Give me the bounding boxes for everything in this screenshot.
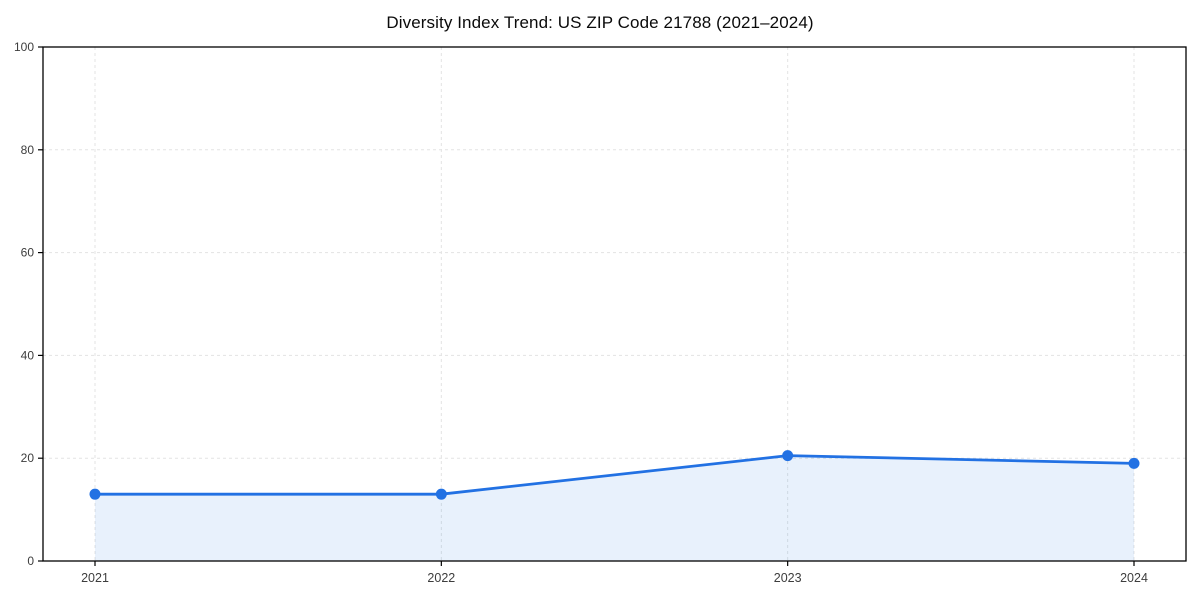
data-point-marker bbox=[435, 488, 447, 500]
x-tick-label: 2023 bbox=[774, 571, 802, 585]
data-point-marker bbox=[1128, 457, 1140, 469]
y-tick-label: 80 bbox=[21, 143, 35, 157]
y-tick-label: 60 bbox=[21, 246, 35, 260]
y-tick-label: 20 bbox=[21, 451, 35, 465]
trend-area bbox=[95, 455, 1134, 561]
x-tick-label: 2024 bbox=[1120, 571, 1148, 585]
y-tick-label: 40 bbox=[21, 348, 35, 362]
data-point-marker bbox=[89, 488, 101, 500]
x-tick-label: 2021 bbox=[81, 571, 109, 585]
data-point-marker bbox=[782, 450, 794, 462]
y-tick-label: 0 bbox=[27, 554, 34, 568]
trend-line bbox=[93, 454, 1136, 496]
chart-title: Diversity Index Trend: US ZIP Code 21788… bbox=[386, 13, 814, 32]
x-tick-label: 2022 bbox=[427, 571, 455, 585]
y-tick-label: 100 bbox=[14, 40, 34, 54]
plot-border bbox=[42, 46, 1187, 562]
